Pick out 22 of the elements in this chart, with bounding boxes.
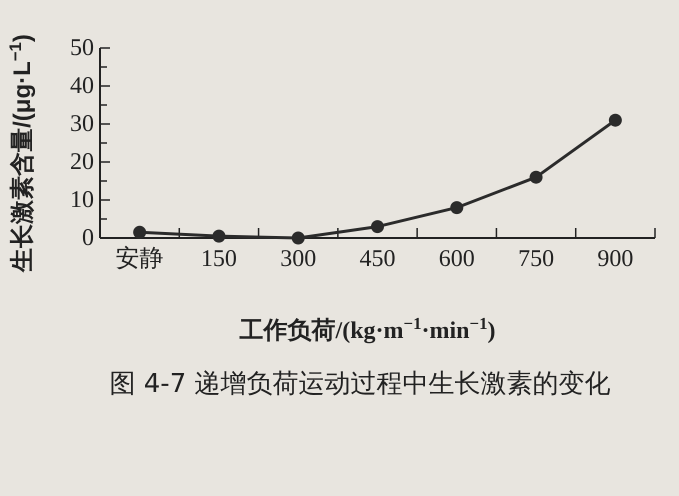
x-tick-label: 600 [438, 246, 475, 272]
point [212, 230, 226, 243]
y-tick-label: 30 [70, 111, 94, 137]
point [292, 232, 305, 244]
x-tick-label: 450 [360, 246, 396, 272]
x-tick-label: 750 [518, 246, 554, 272]
y-tick-label: 50 [70, 35, 94, 61]
y-tick-label: 0 [82, 225, 94, 251]
x-tick-label: 安静 [116, 245, 164, 272]
x-tick-label: 300 [280, 246, 316, 272]
y-tick-label: 20 [70, 149, 94, 175]
x-axis-title: 工作负荷/(kg·m$^{−1}$·min$^{−1}$) [238, 314, 496, 344]
point [371, 220, 384, 234]
x-tick-label: 150 [200, 246, 237, 272]
point [608, 114, 622, 127]
y-tick-label: 10 [70, 187, 94, 213]
point [530, 170, 543, 184]
x-tick-label: 900 [597, 246, 634, 272]
text: 图 4-7 递增负荷运动过程中生长激素的变化 [108, 368, 612, 401]
point [133, 226, 146, 239]
point [450, 201, 464, 214]
y-tick-label: 40 [70, 73, 94, 99]
